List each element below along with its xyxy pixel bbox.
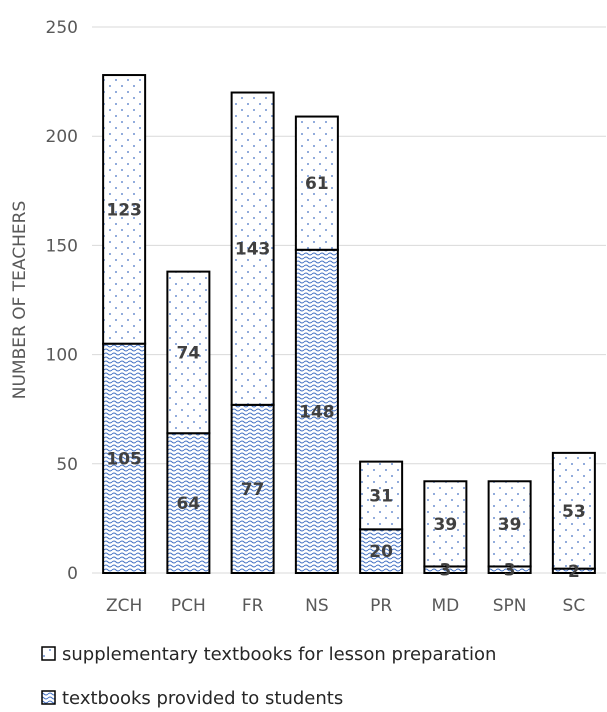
data-label: 105 (106, 449, 142, 469)
bar-supplementary-md (423, 480, 468, 568)
x-tick-label: FR (242, 596, 264, 616)
data-label: 39 (498, 515, 522, 535)
x-tick-label: SC (563, 596, 586, 616)
data-label: 3 (504, 561, 516, 581)
bar-students-ns (294, 248, 339, 574)
data-label: 74 (177, 343, 201, 363)
data-label: 20 (369, 542, 393, 562)
bar-supplementary-spn (487, 480, 532, 568)
x-axis-ticks: ZCH PCH FR NS PR MD SPN SC (106, 596, 585, 616)
data-label: 143 (235, 240, 271, 260)
x-tick-label: MD (431, 596, 459, 616)
legend-label: textbooks provided to students (62, 688, 343, 709)
y-tick-label: 50 (56, 455, 78, 475)
y-tick-label: 250 (46, 18, 78, 38)
bar-students-fr (230, 403, 275, 574)
legend-label: supplementary textbooks for lesson prepa… (62, 644, 496, 665)
legend: supplementary textbooks for lesson prepa… (41, 644, 496, 709)
legend-swatch (41, 690, 56, 705)
bar-students-pch (166, 432, 211, 574)
data-label: 39 (434, 515, 458, 535)
x-tick-label: ZCH (106, 596, 142, 616)
data-label: 64 (177, 494, 201, 514)
data-label: 123 (106, 200, 142, 220)
y-tick-label: 150 (46, 236, 78, 256)
y-tick-label: 200 (46, 127, 78, 147)
data-label: 31 (369, 486, 393, 506)
bar-supplementary-fr (230, 91, 275, 406)
x-tick-label: SPN (493, 596, 527, 616)
y-axis-ticks: 0 50 100 150 200 250 (46, 18, 78, 584)
data-label: 148 (299, 402, 335, 422)
legend-swatch (41, 646, 56, 661)
x-tick-label: PR (370, 596, 392, 616)
data-label: 53 (562, 502, 586, 522)
bars (102, 74, 596, 575)
x-tick-label: PCH (171, 596, 206, 616)
data-label: 3 (439, 561, 451, 581)
y-axis-title: NUMBER OF TEACHERS (10, 201, 30, 399)
bar-supplementary-zch (102, 74, 147, 345)
data-label: 2 (568, 562, 580, 582)
data-label: 61 (305, 174, 329, 194)
x-tick-label: NS (305, 596, 329, 616)
data-label: 77 (241, 480, 265, 500)
bar-supplementary-sc (551, 451, 596, 570)
bar-supplementary-pch (166, 270, 211, 435)
bar-supplementary-ns (294, 115, 339, 251)
y-tick-label: 0 (67, 564, 78, 584)
data-labels: 105 123 64 74 77 143 148 61 20 31 3 39 3 39 2 53 (106, 174, 585, 582)
y-tick-label: 100 (46, 346, 78, 366)
bar-supplementary-pr (359, 460, 404, 531)
